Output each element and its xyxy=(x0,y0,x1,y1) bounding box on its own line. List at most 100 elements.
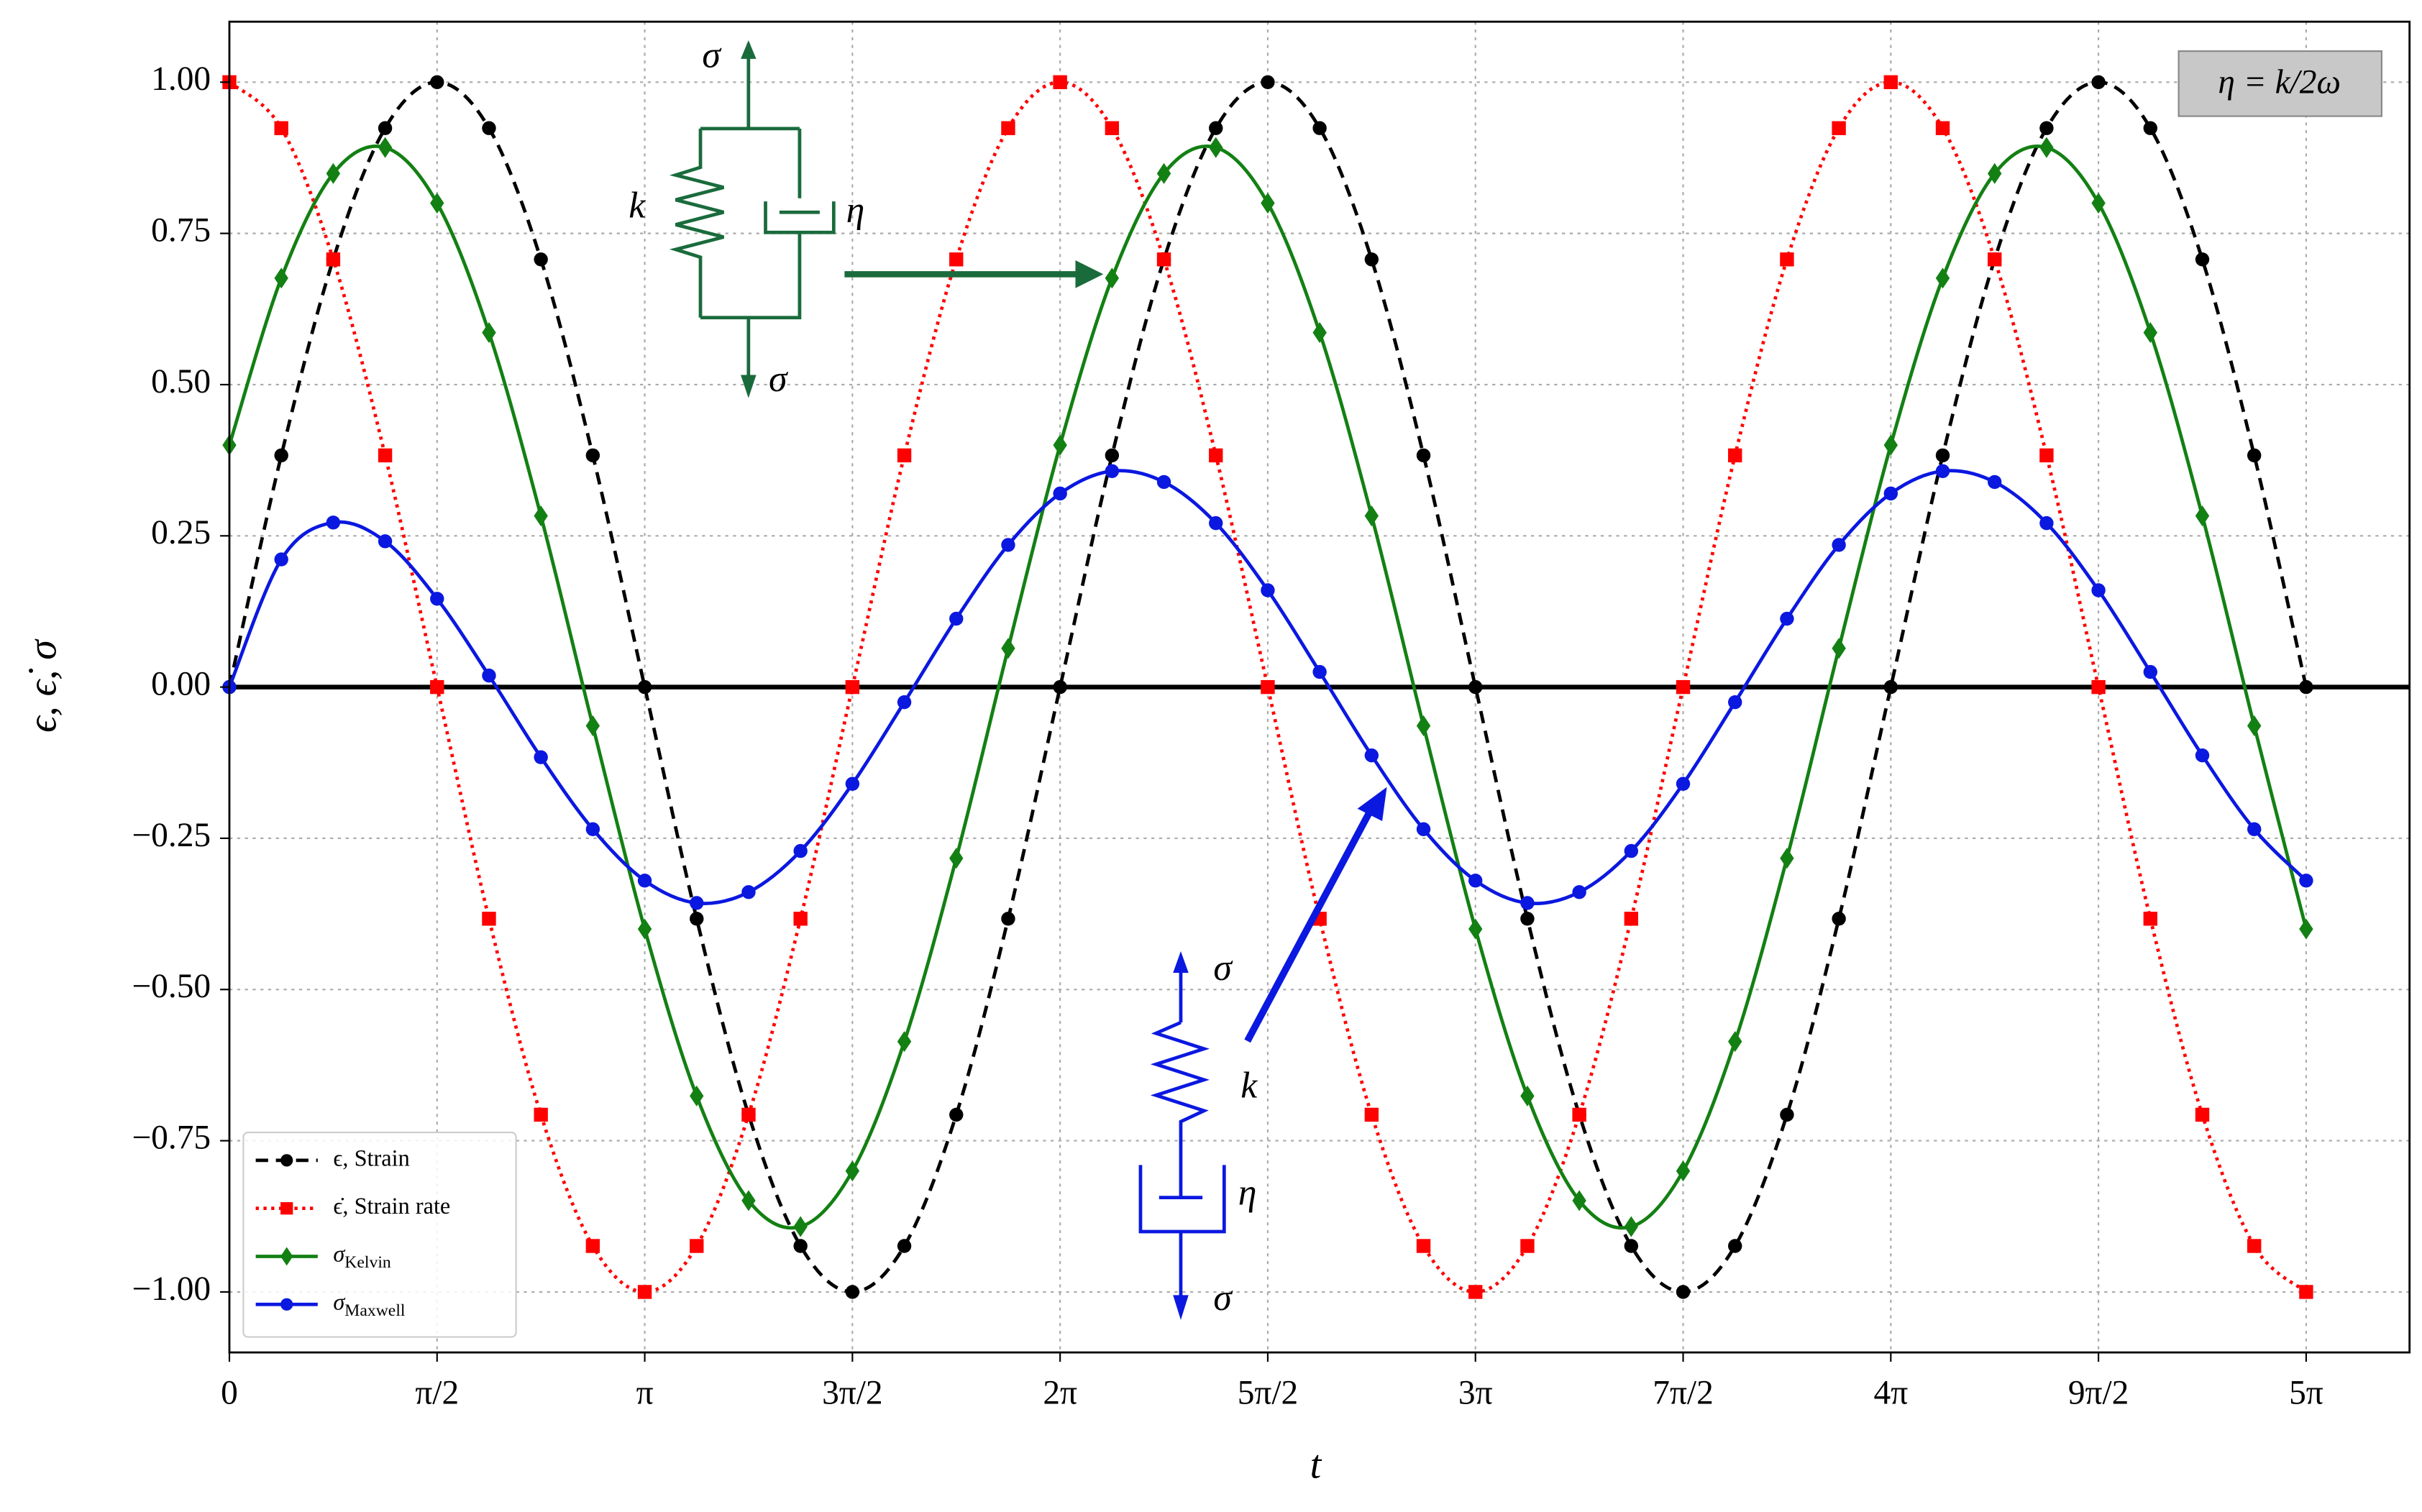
marker xyxy=(1520,912,1535,926)
marker xyxy=(2091,193,2106,214)
marker xyxy=(1156,252,1171,267)
x-tick-label: 3π xyxy=(1458,1374,1493,1411)
marker xyxy=(1676,679,1691,695)
marker xyxy=(1468,918,1483,940)
marker xyxy=(949,1107,964,1122)
marker xyxy=(430,679,444,695)
marker xyxy=(2143,912,2158,926)
marker xyxy=(1209,121,1223,135)
marker xyxy=(2247,1239,2262,1253)
marker xyxy=(378,448,393,463)
marker xyxy=(1676,1160,1691,1182)
legend-marker xyxy=(280,1202,293,1215)
marker xyxy=(1624,1239,1639,1253)
y-axis-label: ϵ, ϵ̇, σ xyxy=(21,638,65,733)
marker xyxy=(2247,448,2262,463)
marker xyxy=(1988,475,2002,490)
marker xyxy=(274,267,288,289)
marker xyxy=(1935,448,1950,463)
annotation: η = k/2ω xyxy=(2218,63,2341,101)
marker xyxy=(637,679,652,695)
marker xyxy=(845,1160,860,1182)
marker xyxy=(949,611,964,626)
marker xyxy=(1364,505,1379,527)
legend-marker xyxy=(280,1154,293,1167)
maxwell-label: k xyxy=(1240,1066,1258,1106)
marker xyxy=(949,252,964,267)
marker xyxy=(482,912,496,926)
marker xyxy=(1780,611,1794,626)
marker xyxy=(274,448,288,463)
marker xyxy=(482,121,496,135)
marker xyxy=(534,505,548,527)
series xyxy=(222,464,2313,910)
marker xyxy=(1832,121,1846,135)
marker xyxy=(2299,1285,2313,1299)
x-tick-label: π xyxy=(636,1374,654,1411)
marker xyxy=(1312,121,1327,135)
y-tick-label: 0.75 xyxy=(151,212,211,249)
marker xyxy=(1053,75,1067,89)
marker xyxy=(1105,448,1120,463)
marker xyxy=(1883,486,1898,501)
x-tick-label: 0 xyxy=(221,1374,238,1411)
marker xyxy=(585,448,600,463)
marker xyxy=(897,1239,912,1253)
maxwell-label: η xyxy=(1238,1172,1257,1213)
y-tick-label: 0.00 xyxy=(151,665,211,702)
x-tick-label: 2π xyxy=(1043,1374,1077,1411)
marker xyxy=(1468,874,1483,888)
marker xyxy=(1883,434,1898,456)
y-tick-label: −1.00 xyxy=(132,1270,211,1308)
marker xyxy=(2039,137,2054,158)
marker xyxy=(1832,538,1846,552)
marker xyxy=(326,162,341,184)
marker xyxy=(1105,267,1120,289)
marker xyxy=(1001,638,1015,659)
marker xyxy=(2143,322,2158,344)
legend-label: σMaxwell xyxy=(333,1289,406,1321)
marker xyxy=(1520,1085,1535,1106)
y-tick-label: −0.50 xyxy=(132,968,211,1005)
marker xyxy=(741,1107,756,1122)
marker xyxy=(1988,162,2002,184)
marker xyxy=(1935,464,1950,478)
marker xyxy=(378,534,393,549)
marker xyxy=(2091,583,2106,597)
marker xyxy=(1624,1216,1639,1237)
y-tick-label: −0.25 xyxy=(132,817,211,854)
marker xyxy=(1053,486,1067,501)
marker xyxy=(2195,1107,2210,1122)
marker xyxy=(1053,434,1067,456)
marker xyxy=(690,896,704,910)
marker xyxy=(585,1239,600,1253)
marker xyxy=(1105,121,1120,135)
marker xyxy=(1780,252,1794,267)
marker xyxy=(1209,137,1223,158)
marker xyxy=(1001,121,1015,135)
marker xyxy=(1935,121,1950,135)
marker xyxy=(637,1285,652,1299)
marker xyxy=(2247,822,2262,837)
marker xyxy=(1988,252,2002,267)
marker xyxy=(534,1107,548,1122)
marker xyxy=(2039,516,2054,531)
annotation-box xyxy=(2177,50,2382,117)
marker xyxy=(1832,912,1846,926)
marker xyxy=(274,552,288,567)
kelvin-label: k xyxy=(629,185,646,226)
kelvin-diagram xyxy=(669,40,1104,398)
marker xyxy=(1261,75,1275,89)
legend: ϵ, Strain ϵ̇, Strain rate σKelvin σMaxwell xyxy=(242,1132,517,1338)
marker xyxy=(534,750,548,764)
legend-label: ϵ, Strain xyxy=(333,1145,409,1170)
legend-box xyxy=(242,1132,517,1338)
x-tick-label: 9π/2 xyxy=(2068,1374,2129,1411)
marker xyxy=(1728,695,1742,710)
marker xyxy=(482,668,496,683)
marker xyxy=(897,695,912,710)
marker xyxy=(430,592,444,606)
maxwell-label: σ xyxy=(1213,948,1233,989)
marker xyxy=(1416,1239,1431,1253)
marker xyxy=(1261,583,1275,597)
